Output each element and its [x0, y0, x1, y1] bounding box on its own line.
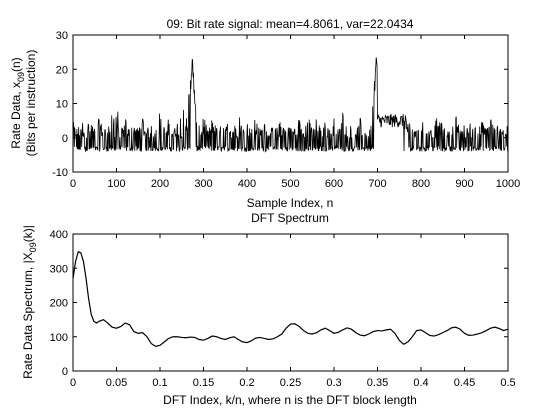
chart-2-y-tick-label: 300 [50, 263, 68, 275]
chart-1-x-tick-label: 0 [70, 178, 76, 190]
chart-1-x-axis-label: Sample Index, n [247, 196, 334, 210]
chart-2-x-tick-label: 0.25 [280, 377, 301, 389]
chart-1-title: 09: Bit rate signal: mean=4.8061, var=22… [167, 17, 414, 31]
chart-1-x-tick-label: 800 [412, 178, 430, 190]
chart-1-x-ticks: 0 100 200 300 400 500 600 700 800 900 1000 [70, 35, 520, 190]
chart-2-y-tick-label: 0 [62, 366, 68, 378]
chart-2-y-tick-label: 400 [50, 229, 68, 241]
chart-2-title: DFT Spectrum [251, 211, 329, 225]
chart-1-series-line [72, 57, 509, 153]
chart-1-series [72, 57, 509, 153]
chart-1-y-tick-label: -10 [52, 167, 68, 179]
chart-2-y-axis-label-main: Rate Data Spectrum, |X [21, 252, 35, 379]
chart-2-x-tick-label: 0.15 [193, 377, 214, 389]
chart-2-x-tick-label: 0.1 [152, 377, 167, 389]
chart-1-y-axis-label-line2: (Bits per instruction) [24, 50, 38, 157]
chart-2-y-axis-label: Rate Data Spectrum, |X09(k)| [21, 225, 38, 379]
chart-1-x-tick-label: 200 [151, 178, 169, 190]
chart-2-x-tick-label: 0.2 [239, 377, 254, 389]
chart-1-y-tick-label: 10 [56, 99, 68, 111]
chart-2-x-tick-label: 0 [70, 377, 76, 389]
chart-1-x-tick-label: 900 [455, 178, 473, 190]
chart-1-y-axis-label-tail: (n) [9, 57, 23, 72]
chart-2-y-tick-label: 200 [50, 298, 68, 310]
chart-1-plot-area [72, 34, 509, 173]
bit-rate-chart: 09: Bit rate signal: mean=4.8061, var=22… [9, 17, 520, 210]
chart-2-x-tick-label: 0.05 [106, 377, 127, 389]
chart-2-y-tick-label: 100 [50, 332, 68, 344]
chart-1-y-tick-label: 0 [62, 133, 68, 145]
chart-2-x-tick-label: 0.3 [326, 377, 341, 389]
chart-1-x-tick-label: 700 [368, 178, 386, 190]
chart-2-series-line [72, 251, 509, 347]
chart-2-x-tick-label: 0.35 [367, 377, 388, 389]
chart-2-y-ticks: 0 100 200 300 400 [50, 229, 508, 378]
chart-1-x-tick-label: 500 [281, 178, 299, 190]
chart-2-plot-area [72, 233, 509, 372]
chart-2-x-axis-label: DFT Index, k/n, where n is the DFT block… [163, 393, 417, 407]
chart-1-y-ticks: -10 0 10 20 30 [52, 30, 508, 179]
chart-1-y-axis-label-main: Rate Data, x [9, 82, 23, 149]
chart-1-y-axis-label-sub: 09 [16, 72, 26, 82]
chart-1-x-tick-label: 400 [238, 178, 256, 190]
chart-2-series [72, 251, 509, 347]
chart-1-x-tick-label: 600 [325, 178, 343, 190]
chart-2-y-axis-label-tail: (k)| [21, 225, 35, 242]
chart-1-y-tick-label: 30 [56, 30, 68, 42]
chart-2-x-ticks: 0 0.05 0.1 0.15 0.2 0.25 0.3 0.35 0.4 0.45 0.5 [70, 234, 516, 389]
chart-1-x-tick-label: 1000 [496, 178, 520, 190]
chart-1-y-tick-label: 20 [56, 64, 68, 76]
chart-2-x-tick-label: 0.4 [413, 377, 428, 389]
chart-2-y-axis-label-sub: 09 [28, 242, 38, 252]
chart-2-x-tick-label: 0.5 [500, 377, 515, 389]
chart-1-x-tick-label: 100 [107, 178, 125, 190]
dft-spectrum-chart: DFT Spectrum 0 0.05 0.1 0.15 0.2 0.25 0.3 0.35 0… [21, 211, 516, 407]
chart-1-x-tick-label: 300 [194, 178, 212, 190]
chart-2-x-tick-label: 0.45 [454, 377, 475, 389]
chart-1-y-axis-label-line1: Rate Data, x09(n) [9, 57, 26, 148]
